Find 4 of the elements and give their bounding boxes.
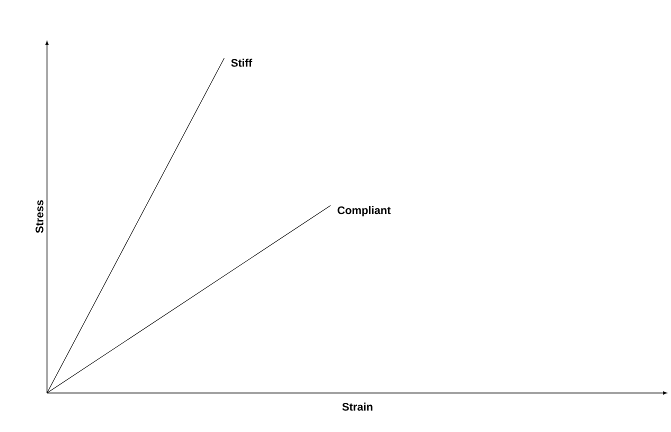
y-axis-title: Stress: [36, 200, 44, 233]
series-label: Stiff: [231, 58, 252, 67]
x-axis-title: Strain: [342, 402, 372, 411]
series-label: Compliant: [338, 206, 391, 216]
